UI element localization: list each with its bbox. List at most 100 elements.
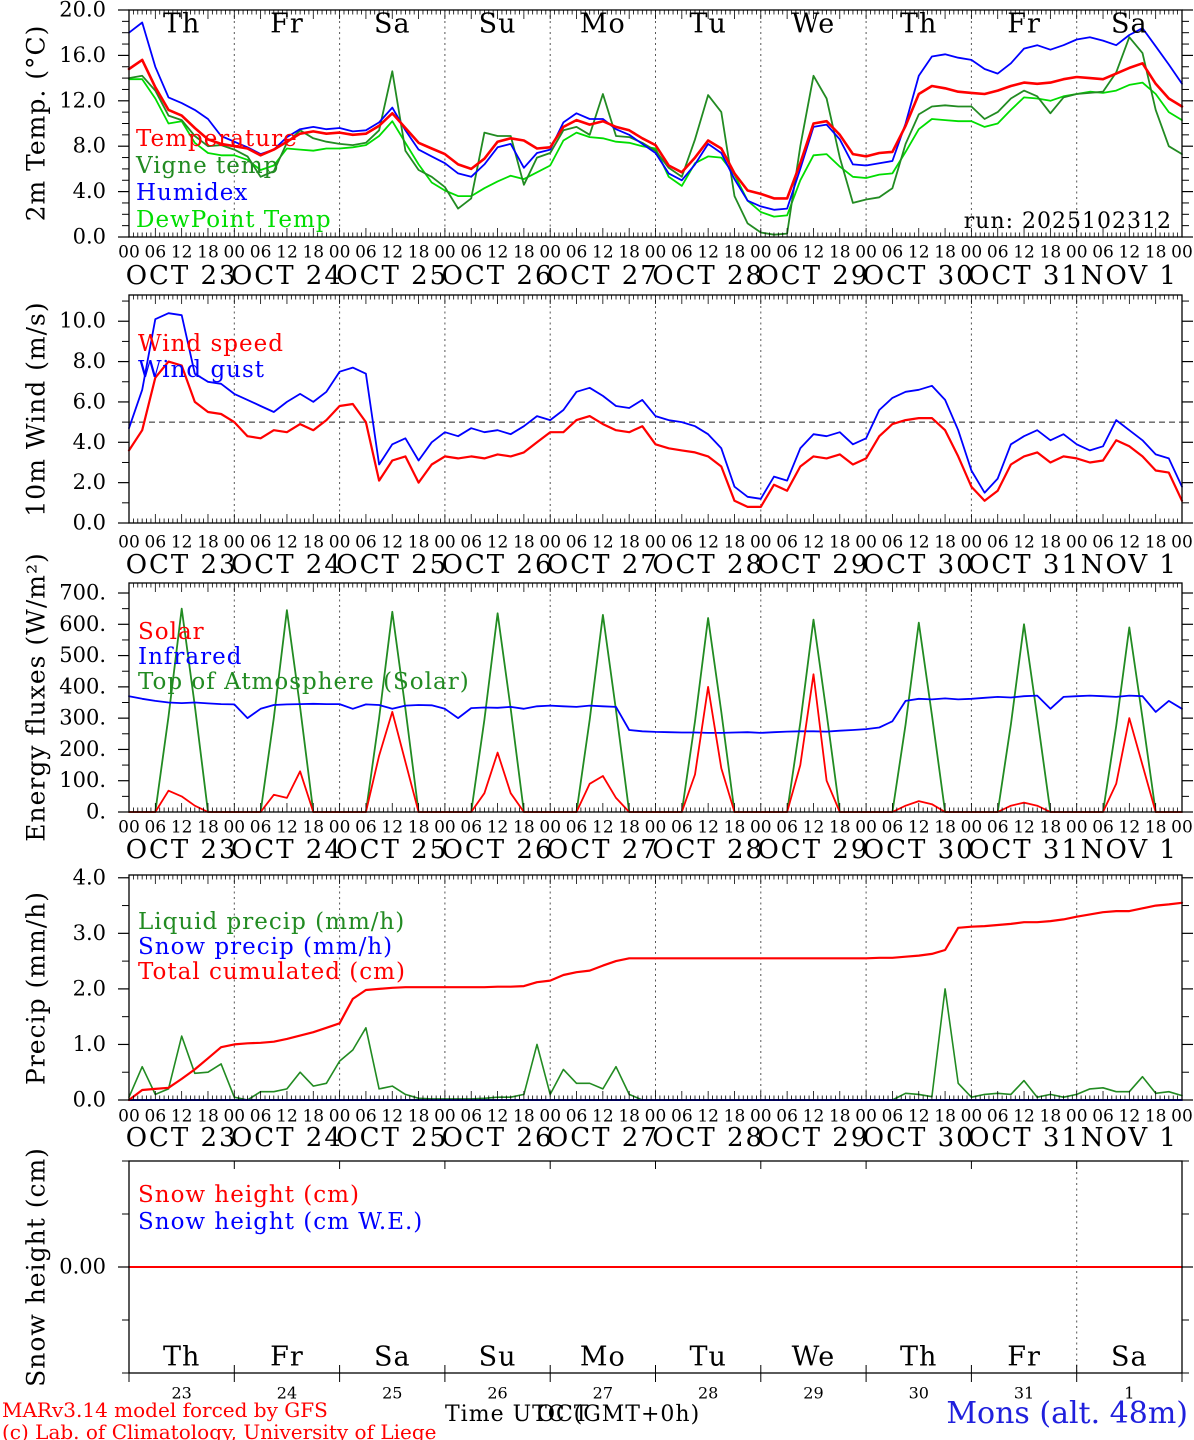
hour-label: 00	[329, 1107, 351, 1127]
hour-label: 18	[197, 533, 219, 553]
date-label: OCT 24	[231, 261, 343, 291]
y-tick-label: 0.	[86, 800, 106, 824]
hour-label: 06	[250, 1107, 272, 1127]
y-tick-label: 8.0	[73, 349, 106, 373]
day-name-label: Tu	[689, 9, 726, 40]
day-name-label: Sa	[1111, 9, 1148, 40]
date-label: OCT 27	[547, 835, 659, 865]
hour-label: 00	[1066, 243, 1088, 263]
series-liquid-precip	[128, 988, 1183, 1101]
hour-label: 00	[645, 1107, 667, 1127]
hour-label: 06	[460, 243, 482, 263]
hour-label: 06	[566, 1107, 588, 1127]
date-label: OCT 26	[442, 261, 554, 291]
hour-label: 12	[487, 818, 509, 838]
date-label: NOV 1	[1081, 550, 1178, 580]
day-name-label: Mo	[580, 9, 626, 40]
legend-snow-height: Snow height (cm)	[138, 1182, 360, 1208]
hour-label: 00	[223, 818, 245, 838]
y-tick-label: 16.0	[59, 43, 106, 67]
legend-snow-precip: Snow precip (mm/h)	[138, 934, 394, 960]
hour-label: 06	[987, 818, 1009, 838]
hour-label: 18	[724, 818, 746, 838]
hour-label: 00	[329, 243, 351, 263]
hour-label: 18	[829, 1107, 851, 1127]
date-label: OCT 25	[336, 835, 448, 865]
day-name-label: Th	[900, 9, 937, 40]
hour-label: 18	[934, 1107, 956, 1127]
date-label: OCT 28	[652, 261, 764, 291]
hour-label: 18	[724, 1107, 746, 1127]
date-label: OCT 28	[652, 1123, 764, 1153]
hour-label: 12	[592, 533, 614, 553]
hour-label: 12	[592, 1107, 614, 1127]
hour-label: 06	[987, 1107, 1009, 1127]
y-tick-label: 0.0	[73, 225, 106, 249]
hour-label: 18	[408, 533, 430, 553]
hour-label: 00	[645, 243, 667, 263]
hour-label: 06	[776, 533, 798, 553]
hour-label: 00	[855, 818, 877, 838]
hour-label: 18	[197, 1107, 219, 1127]
hour-label: 00	[961, 533, 983, 553]
hour-label: 12	[803, 243, 825, 263]
hour-label: 12	[697, 533, 719, 553]
legend-wind-gust: Wind gust	[138, 357, 266, 383]
day-name-label: Sa	[374, 1342, 411, 1373]
hour-label: 00	[118, 1107, 140, 1127]
hour-label: 12	[381, 533, 403, 553]
hour-label: 12	[171, 818, 193, 838]
hour-label: 00	[1171, 818, 1193, 838]
day-number-label: 23	[171, 1384, 191, 1403]
date-label: OCT 28	[652, 550, 764, 580]
date-label: OCT 26	[442, 835, 554, 865]
hour-label: 12	[908, 533, 930, 553]
hour-label: 06	[145, 533, 167, 553]
day-number-label: 30	[909, 1384, 929, 1403]
hour-label: 12	[276, 533, 298, 553]
date-label: OCT 23	[126, 261, 238, 291]
hour-label: 00	[961, 1107, 983, 1127]
date-label: OCT 24	[231, 1123, 343, 1153]
hour-label: 12	[697, 1107, 719, 1127]
day-number-label: 24	[277, 1384, 297, 1403]
y-axis-title-wind: 10m Wind (m/s)	[21, 301, 51, 517]
y-tick-label: 300.	[59, 706, 106, 730]
hour-label: 06	[566, 243, 588, 263]
hour-label: 00	[1171, 1107, 1193, 1127]
hour-label: 06	[460, 818, 482, 838]
date-label: OCT 28	[652, 835, 764, 865]
hour-label: 12	[381, 1107, 403, 1127]
hour-label: 12	[803, 818, 825, 838]
y-tick-label: 10.0	[59, 309, 106, 333]
hour-label: 18	[1040, 243, 1062, 263]
hour-label: 06	[776, 1107, 798, 1127]
hour-label: 12	[803, 1107, 825, 1127]
hour-label: 12	[592, 818, 614, 838]
hour-label: 12	[1119, 243, 1141, 263]
hour-label: 12	[171, 243, 193, 263]
y-axis-title-energy: Energy fluxes (W/m²)	[21, 552, 51, 842]
hour-label: 18	[513, 243, 535, 263]
hour-label: 18	[513, 818, 535, 838]
day-name-label: Sa	[1111, 1342, 1148, 1373]
day-name-label: Su	[479, 9, 517, 40]
hour-label: 06	[882, 243, 904, 263]
day-name-label: Fr	[1007, 1342, 1041, 1373]
hour-label: 06	[987, 243, 1009, 263]
date-label: OCT 26	[442, 550, 554, 580]
legend-total-cumulated: Total cumulated (cm)	[138, 959, 406, 985]
legend-vigne-temp: Vigne temp	[136, 153, 280, 179]
hour-label: 00	[434, 1107, 456, 1127]
day-name-label: We	[792, 1342, 836, 1373]
date-label: OCT 31	[968, 261, 1080, 291]
date-label: OCT 23	[126, 835, 238, 865]
day-name-label: Th	[900, 1342, 937, 1373]
day-name-label: Tu	[689, 1342, 726, 1373]
y-tick-label: 3.0	[73, 921, 106, 945]
hour-label: 00	[539, 533, 561, 553]
hour-label: 18	[724, 533, 746, 553]
hour-label: 00	[329, 818, 351, 838]
hour-label: 12	[171, 1107, 193, 1127]
